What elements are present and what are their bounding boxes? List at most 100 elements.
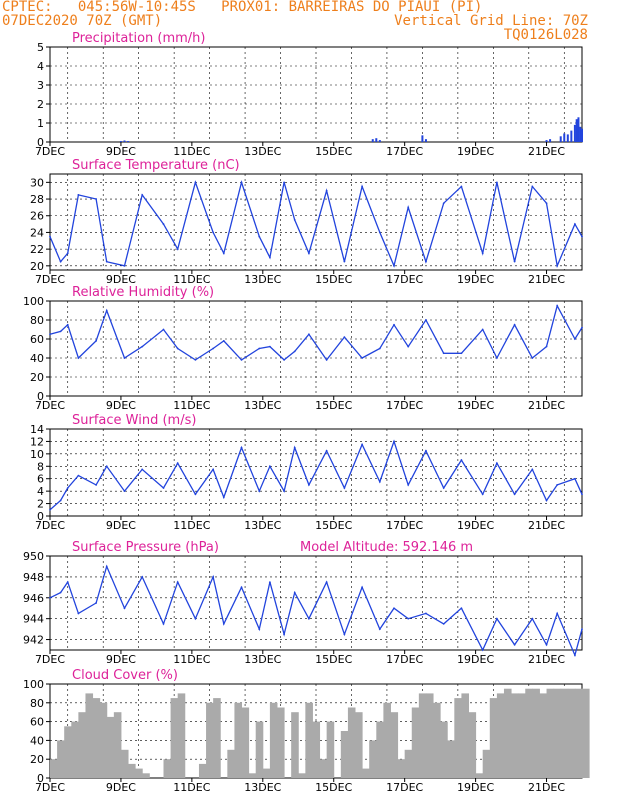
- series-point: [442, 487, 445, 489]
- series-point: [495, 357, 498, 359]
- series-point: [574, 338, 576, 340]
- precip-bar: [570, 130, 573, 142]
- cloud-bar: [106, 716, 115, 778]
- series-point: [425, 612, 427, 615]
- x-tick-label: 7DEC: [35, 781, 65, 794]
- series-point: [581, 235, 583, 238]
- x-tick-label: 7DEC: [35, 145, 65, 158]
- panel-3: [46, 428, 583, 520]
- precip-bar: [378, 140, 381, 142]
- y-tick-label: 4: [37, 485, 44, 498]
- x-tick-label: 17DEC: [386, 399, 423, 412]
- x-tick-label: 19DEC: [457, 781, 494, 794]
- series-point: [240, 181, 243, 184]
- series-point: [293, 591, 296, 594]
- cloud-bar: [383, 702, 391, 778]
- y-tick-label: 0: [37, 390, 44, 403]
- series-point: [531, 468, 534, 471]
- cloud-bar: [291, 712, 299, 778]
- series-point: [513, 643, 516, 646]
- x-tick-label: 11DEC: [173, 273, 210, 286]
- cloud-bar: [57, 740, 65, 778]
- cloud-bar: [198, 763, 207, 778]
- header-date: 07DEC2020 70Z (GMT): [2, 13, 163, 29]
- x-tick-label: 17DEC: [386, 273, 423, 286]
- precip-bar: [575, 119, 578, 142]
- series-point: [176, 248, 179, 251]
- x-tick-label: 17DEC: [386, 653, 423, 666]
- panel-5: [46, 683, 590, 782]
- precip-bar: [566, 134, 569, 142]
- series-point: [378, 628, 381, 631]
- cloud-bar: [582, 688, 590, 778]
- y-tick-label: 100: [23, 678, 44, 691]
- series-point: [581, 493, 583, 496]
- series-point: [407, 484, 410, 486]
- series-point: [343, 336, 346, 338]
- series-point: [513, 323, 516, 326]
- cloud-bar: [574, 688, 583, 778]
- cloud-bar: [305, 702, 313, 778]
- series-point: [407, 206, 410, 209]
- panel-title: Cloud Cover (%): [72, 668, 178, 683]
- series-point: [283, 359, 285, 361]
- x-tick-label: 15DEC: [315, 781, 352, 794]
- series-point: [212, 347, 215, 350]
- x-tick-label: 15DEC: [315, 519, 352, 532]
- y-tick-label: 14: [30, 423, 44, 436]
- series-point: [308, 333, 310, 336]
- series-point: [162, 622, 165, 625]
- series-point: [123, 264, 126, 267]
- x-tick-label: 9DEC: [106, 781, 136, 794]
- y-tick-label: 2: [37, 98, 44, 111]
- series-point: [268, 256, 271, 259]
- y-tick-label: 20: [30, 371, 44, 384]
- series-point: [460, 459, 463, 461]
- precip-bar: [119, 141, 122, 142]
- cloud-bar: [511, 693, 519, 778]
- series-point: [162, 487, 165, 489]
- precip-bar: [577, 117, 580, 142]
- series-point: [258, 490, 261, 493]
- series-point: [393, 323, 395, 326]
- cloud-bar: [50, 759, 58, 778]
- cloud-bar: [447, 740, 455, 778]
- series-point: [141, 345, 144, 348]
- series-point: [513, 260, 516, 263]
- series-point: [283, 181, 285, 184]
- series-point: [574, 654, 576, 657]
- series-point: [240, 586, 243, 589]
- series-point: [59, 499, 62, 502]
- series-point: [460, 352, 463, 355]
- x-tick-label: 11DEC: [173, 519, 210, 532]
- x-tick-label: 9DEC: [106, 653, 136, 666]
- y-tick-label: 944: [23, 613, 44, 626]
- cloud-bar: [120, 749, 129, 778]
- series-point: [194, 493, 197, 496]
- cloud-bar: [553, 688, 562, 778]
- precip-bar: [371, 139, 374, 142]
- series-point: [293, 350, 296, 353]
- cloud-bar: [234, 702, 243, 778]
- y-tick-label: 28: [30, 193, 44, 206]
- series-point: [240, 446, 243, 449]
- y-tick-label: 20: [30, 753, 44, 766]
- y-tick-label: 0: [37, 136, 44, 149]
- x-tick-label: 7DEC: [35, 273, 65, 286]
- x-tick-label: 13DEC: [244, 399, 281, 412]
- series-point: [556, 304, 559, 307]
- cloud-bar: [92, 698, 101, 778]
- series-point: [176, 347, 179, 350]
- cloud-bar: [170, 698, 179, 778]
- series-point: [308, 252, 310, 255]
- series-point: [425, 260, 427, 263]
- series-point: [49, 596, 51, 599]
- series-point: [66, 487, 69, 489]
- cloud-bar: [113, 712, 122, 778]
- cloud-bar: [411, 707, 420, 778]
- series-point: [531, 185, 534, 188]
- cloud-bar: [369, 740, 377, 778]
- series-point: [194, 181, 197, 184]
- cloud-bar: [567, 688, 576, 778]
- cloud-bar: [78, 712, 86, 778]
